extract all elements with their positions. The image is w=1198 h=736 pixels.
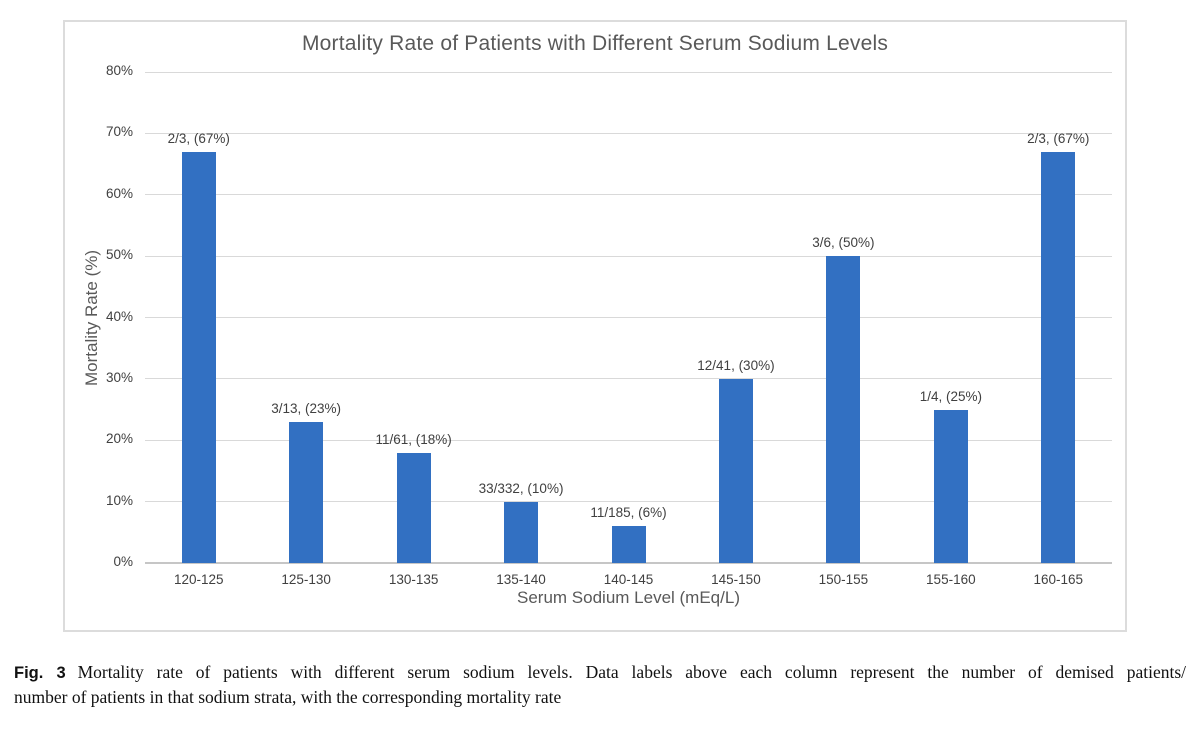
figure-caption-line1: Fig. 3 Mortality rate of patients with di… — [14, 660, 1186, 685]
bar — [933, 409, 968, 563]
bar — [718, 378, 753, 563]
x-tick-label: 150-155 — [818, 572, 869, 587]
bar — [826, 256, 861, 563]
bar — [504, 501, 539, 563]
bar-data-label: 11/61, (18%) — [375, 431, 452, 447]
y-tick-label: 0% — [113, 554, 133, 569]
x-tick-label: 155-160 — [926, 572, 976, 587]
bar — [289, 421, 324, 563]
bar-data-label: 11/185, (6%) — [590, 505, 667, 521]
gridline — [145, 132, 1112, 134]
bar — [396, 452, 431, 563]
gridline — [145, 378, 1112, 380]
bar — [1041, 151, 1076, 563]
x-tick-label: 160-165 — [1033, 572, 1084, 587]
y-tick-label: 50% — [105, 247, 133, 263]
bar-data-label: 1/4, (25%) — [919, 388, 982, 404]
gridline — [145, 317, 1112, 318]
x-tick-label: 130-135 — [388, 572, 439, 587]
bar — [181, 151, 216, 563]
chart-title: Mortality Rate of Patients with Differen… — [301, 32, 889, 55]
bar-data-label: 33/332, (10%) — [478, 480, 564, 496]
gridline — [145, 439, 1112, 441]
y-tick-label: 40% — [105, 308, 133, 324]
x-tick-label: 145-150 — [711, 572, 761, 587]
x-tick-label: 135-140 — [496, 572, 546, 587]
x-tick-label: 140-145 — [603, 572, 654, 587]
gridline — [145, 71, 1112, 73]
bar-data-label: 3/13, (23%) — [271, 400, 342, 416]
y-tick-label: 10% — [105, 492, 133, 508]
bar — [611, 526, 646, 563]
figure-caption-line2: number of patients in that sodium strata… — [14, 687, 562, 707]
bar-data-label: 3/6, (50%) — [812, 235, 875, 251]
gridline — [145, 255, 1112, 257]
bar-data-label: 2/3, (67%) — [1027, 130, 1090, 146]
bar-data-label: 12/41, (30%) — [697, 357, 775, 373]
y-tick-label: 20% — [105, 431, 133, 447]
x-tick-label: 125-130 — [281, 572, 331, 587]
gridline — [145, 194, 1112, 196]
bar-data-label: 2/3, (67%) — [167, 130, 230, 146]
gridline — [145, 501, 1112, 503]
figure-caption-text-line1: Mortality rate of patients with differen… — [77, 662, 1186, 682]
x-axis-line — [145, 562, 1112, 564]
figure-caption: Fig. 3 Mortality rate of patients with di… — [14, 660, 1186, 709]
y-tick-label: 80% — [105, 63, 133, 78]
y-tick-label: 30% — [105, 369, 133, 385]
figure-label: Fig. 3 — [14, 664, 66, 682]
x-tick-label: 120-125 — [173, 572, 224, 587]
y-tick-label: 70% — [105, 124, 133, 140]
y-tick-label: 60% — [105, 185, 133, 201]
x-axis-title: Serum Sodium Level (mEq/L) — [517, 588, 740, 607]
chart-figure: Mortality Rate of Patients with Differen… — [63, 20, 1127, 632]
